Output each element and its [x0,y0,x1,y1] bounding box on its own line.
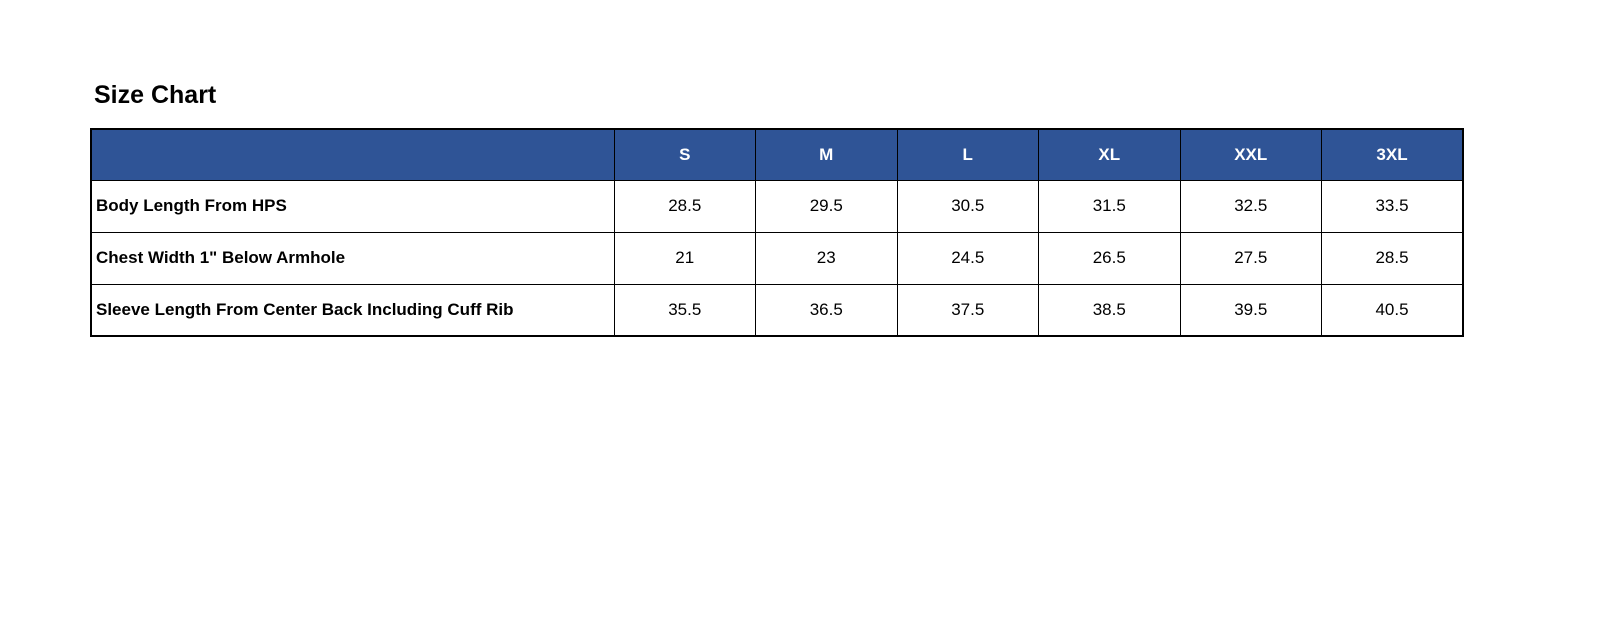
value-cell: 32.5 [1179,179,1322,233]
header-size-m: M [755,128,898,181]
value-cell: 35.5 [613,283,756,337]
value-cell: 29.5 [755,179,898,233]
row-label: Sleeve Length From Center Back Including… [90,283,615,337]
value-cell: 31.5 [1038,179,1181,233]
row-label: Chest Width 1" Below Armhole [90,231,615,285]
page-title: Size Chart [94,81,217,109]
row-label: Body Length From HPS [90,179,615,233]
table-row: Chest Width 1" Below Armhole 21 23 24.5 26.5… [90,231,1464,285]
table-header: S M L XL XXL 3XL [90,128,1464,181]
value-cell: 39.5 [1179,283,1322,337]
value-cell: 28.5 [1321,231,1464,285]
table-row: Sleeve Length From Center Back Including… [90,283,1464,337]
table-row: Body Length From HPS 28.5 29.5 30.5 31.5 32.5… [90,179,1464,233]
header-size-xl: XL [1038,128,1181,181]
value-cell: 40.5 [1321,283,1464,337]
header-size-3xl: 3XL [1321,128,1464,181]
value-cell: 24.5 [896,231,1039,285]
value-cell: 37.5 [896,283,1039,337]
size-chart-table: S M L XL XXL 3XL Body Length From HPS 28.5 29.5… [90,128,1464,337]
header-size-xxl: XXL [1179,128,1322,181]
value-cell: 36.5 [755,283,898,337]
value-cell: 30.5 [896,179,1039,233]
header-corner-cell [90,128,615,181]
value-cell: 21 [613,231,756,285]
value-cell: 38.5 [1038,283,1181,337]
value-cell: 33.5 [1321,179,1464,233]
header-size-l: L [896,128,1039,181]
table-body: Body Length From HPS 28.5 29.5 30.5 31.5 32.5… [90,179,1464,337]
value-cell: 28.5 [613,179,756,233]
value-cell: 27.5 [1179,231,1322,285]
value-cell: 26.5 [1038,231,1181,285]
header-row: S M L XL XXL 3XL [90,128,1464,181]
value-cell: 23 [755,231,898,285]
header-size-s: S [613,128,756,181]
